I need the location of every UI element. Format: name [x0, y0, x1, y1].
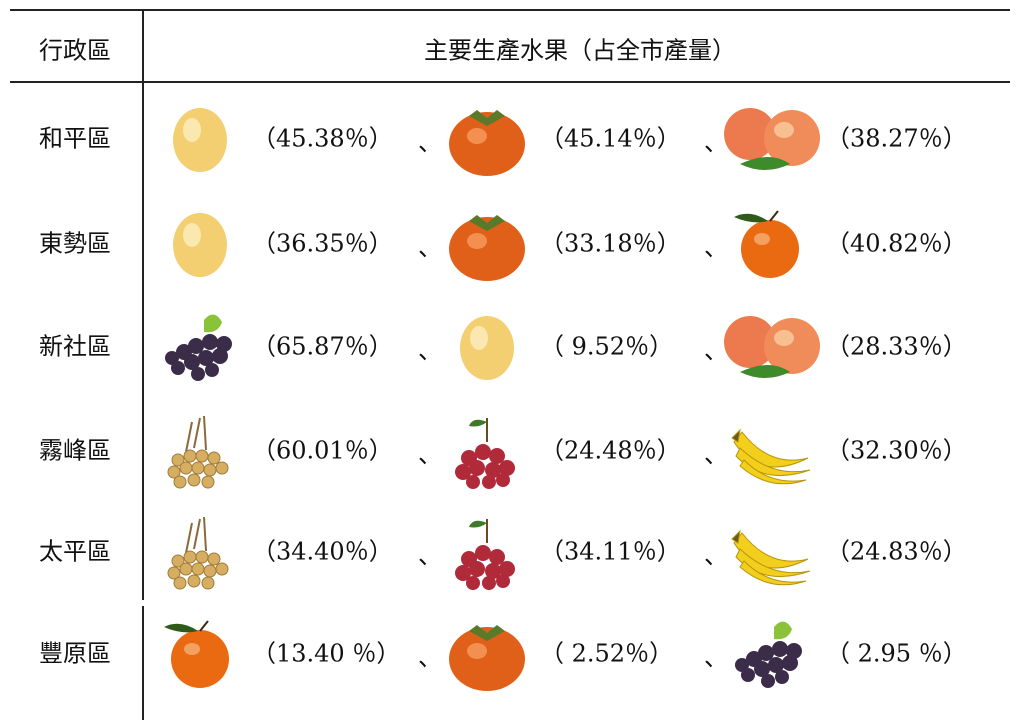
share-text: （40.82％） [826, 230, 967, 258]
fruit-icon [724, 316, 820, 378]
share-text: （ 2.52％） [540, 640, 673, 668]
header-cell: 主要生產水果（占全市產量） [424, 37, 736, 65]
separator: 、 [418, 644, 442, 672]
share-text: （24.48％） [540, 437, 681, 465]
district-cell: 太平區 [39, 538, 111, 566]
fruit-icon [173, 108, 227, 172]
share-text: （33.18％） [540, 230, 681, 258]
fruit-icon [167, 516, 229, 590]
district-cell: 新社區 [39, 333, 111, 361]
district-cell: 豐原區 [39, 640, 111, 668]
share-text: （36.35％） [252, 230, 393, 258]
fruit-icon [163, 620, 230, 689]
fruit-icon [724, 108, 820, 170]
separator: 、 [418, 441, 442, 469]
separator: 、 [418, 234, 442, 262]
separator: 、 [704, 337, 728, 365]
fruit-icon [449, 625, 525, 691]
fruit-icon [460, 316, 514, 380]
fruit-icon [449, 215, 525, 281]
separator: 、 [704, 542, 728, 570]
separator: 、 [418, 542, 442, 570]
share-text: （60.01％） [252, 437, 393, 465]
fruit-icon [167, 415, 229, 489]
share-text: （65.87％） [252, 333, 393, 361]
share-text: （13.40 ％） [252, 640, 400, 668]
fruit-icon [733, 210, 800, 279]
separator: 、 [704, 129, 728, 157]
share-text: （ 2.95 ％） [826, 640, 967, 668]
fruit-icon [454, 518, 516, 591]
separator: 、 [418, 129, 442, 157]
fruit-icon [173, 213, 227, 277]
separator: 、 [704, 234, 728, 262]
district-cell: 和平區 [39, 125, 111, 153]
share-text: （ 9.52％） [540, 333, 673, 361]
header-cell: 行政區 [39, 37, 111, 65]
separator: 、 [418, 337, 442, 365]
share-text: （45.38％） [252, 125, 393, 153]
share-text: （28.33％） [826, 333, 967, 361]
fruit-icon [165, 314, 232, 381]
share-text: （45.14％） [540, 125, 681, 153]
fruit-icon [449, 110, 525, 176]
separator: 、 [704, 644, 728, 672]
share-text: （24.83％） [826, 538, 967, 566]
share-text: （38.27％） [826, 125, 967, 153]
separator: 、 [704, 441, 728, 469]
fruit-icon [454, 417, 516, 490]
fruit-icon [731, 429, 811, 485]
share-text: （34.40％） [252, 538, 393, 566]
district-cell: 東勢區 [39, 230, 111, 258]
fruit-icon [731, 530, 811, 586]
district-cell: 霧峰區 [39, 437, 111, 465]
share-text: （32.30％） [826, 437, 967, 465]
share-text: （34.11％） [540, 538, 681, 566]
fruit-icon [735, 621, 802, 688]
